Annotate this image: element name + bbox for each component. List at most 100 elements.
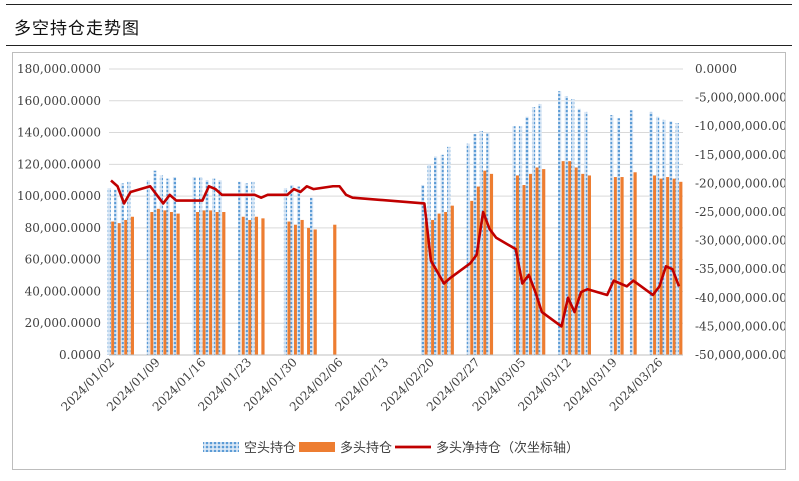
- left-axis-tick-label: 0.0000: [59, 348, 101, 362]
- long-position-bar: [568, 161, 572, 355]
- short-position-bar: [238, 181, 242, 355]
- short-position-bar: [675, 123, 679, 356]
- long-position-bar: [672, 178, 676, 355]
- short-position-bar: [662, 119, 666, 355]
- long-position-bar: [124, 219, 128, 355]
- long-position-bar: [215, 212, 219, 355]
- long-position-bar: [574, 167, 578, 355]
- long-position-bar: [163, 210, 167, 355]
- left-axis-tick-label: 120,000.0000: [17, 157, 101, 171]
- left-axis-tick-label: 20,000.0000: [25, 316, 101, 330]
- short-position-bar: [212, 178, 216, 355]
- long-position-bar: [424, 221, 428, 355]
- short-position-bar: [120, 183, 124, 355]
- right-axis-tick-label: -35,000,000.0000: [695, 262, 785, 276]
- long-position-bar: [476, 186, 481, 355]
- short-position-bar: [107, 188, 111, 355]
- short-position-bar: [146, 180, 150, 355]
- long-position-bar: [241, 216, 245, 355]
- short-position-bar: [656, 116, 660, 355]
- long-position-bar: [483, 170, 487, 355]
- long-position-bar: [470, 200, 474, 355]
- short-position-bar: [610, 115, 614, 355]
- short-position-bar: [538, 103, 542, 355]
- chart-container: 0.0000 20,000.0000 40,000.0000 60,000.0000 8…: [12, 52, 799, 470]
- short-position-bar: [558, 91, 562, 355]
- long-position-bar: [254, 216, 259, 355]
- long-position-bar: [176, 213, 180, 355]
- long-position-bar: [620, 177, 624, 355]
- short-position-bar: [114, 189, 118, 355]
- long-position-bar: [633, 172, 637, 355]
- long-position-bar: [196, 212, 200, 355]
- long-position-bar: [489, 173, 494, 355]
- long-position-bar: [653, 175, 657, 355]
- short-position-bar: [649, 111, 653, 356]
- long-position-bar: [679, 181, 683, 355]
- bar-series: [107, 91, 683, 356]
- right-axis-tick-label: -25,000,000.0000: [695, 205, 785, 219]
- long-position-bar: [535, 167, 539, 355]
- short-position-bar: [447, 146, 451, 355]
- short-position-bar: [166, 178, 170, 355]
- left-axis-tick-label: 60,000.0000: [25, 253, 101, 267]
- legend-swatch-long: [299, 442, 335, 452]
- short-position-bar: [159, 175, 164, 355]
- short-position-bar: [244, 183, 248, 355]
- long-position-bar: [222, 212, 226, 355]
- long-position-bar: [209, 210, 213, 355]
- long-position-bar: [450, 205, 454, 355]
- right-axis-tick-label: -5,000,000.0000: [695, 91, 785, 105]
- title-bar: 多空持仓走势图: [6, 4, 792, 46]
- short-position-bar: [669, 121, 673, 355]
- long-position-bar: [313, 229, 317, 355]
- short-position-bar: [531, 107, 536, 355]
- long-position-bar: [111, 221, 115, 355]
- long-position-bar: [542, 169, 546, 355]
- short-position-bar: [290, 184, 294, 355]
- right-axis-tick-label: 0.0000: [695, 62, 737, 76]
- long-position-bar: [287, 221, 291, 355]
- short-position-bar: [512, 126, 516, 355]
- right-axis-tick-label: -45,000,000.0000: [695, 319, 785, 333]
- long-position-bar: [117, 223, 121, 355]
- short-position-bar: [192, 177, 196, 355]
- short-position-bar: [577, 108, 581, 355]
- legend-label-net: 多头净持仓（次坐标轴）: [436, 440, 579, 456]
- short-position-bar: [199, 177, 203, 355]
- left-axis-tick-label: 180,000.0000: [17, 62, 101, 76]
- short-position-bar: [473, 134, 477, 355]
- right-axis-tick-label: -15,000,000.0000: [695, 148, 785, 162]
- short-position-bar: [205, 180, 209, 355]
- short-position-bar: [518, 126, 523, 355]
- short-position-bar: [296, 186, 301, 355]
- long-position-bar: [561, 161, 565, 355]
- long-position-bar: [613, 177, 618, 355]
- short-position-bar: [564, 96, 568, 355]
- short-position-bar: [127, 181, 131, 355]
- short-position-bar: [153, 170, 157, 355]
- long-position-bar: [659, 178, 663, 355]
- short-position-bar: [584, 111, 588, 356]
- long-position-bar: [294, 224, 298, 355]
- left-axis-tick-label: 100,000.0000: [17, 189, 101, 203]
- long-position-bar: [529, 173, 533, 355]
- short-position-bar: [486, 132, 490, 355]
- long-position-bar: [261, 218, 265, 355]
- long-position-bar: [431, 219, 435, 355]
- right-axis-tick-label: -30,000,000.0000: [695, 234, 785, 248]
- legend-swatch-short: [203, 442, 239, 452]
- left-axis-tick-label: 40,000.0000: [25, 284, 101, 298]
- short-position-bar: [616, 118, 621, 355]
- short-position-bar: [251, 181, 255, 355]
- left-y-axis: 0.0000 20,000.0000 40,000.0000 60,000.0000 8…: [17, 62, 101, 362]
- short-position-bar: [172, 177, 177, 355]
- short-position-bar: [420, 184, 425, 355]
- left-axis-tick-label: 160,000.0000: [17, 94, 101, 108]
- short-position-bar: [218, 180, 222, 355]
- x-axis: 2024/01/022024/01/092024/01/162024/01/23…: [58, 354, 683, 414]
- long-position-bar: [307, 227, 311, 355]
- long-position-bar: [156, 208, 161, 355]
- short-position-bar: [466, 143, 470, 355]
- position-trend-chart: 0.0000 20,000.0000 40,000.0000 60,000.0000 8…: [17, 62, 799, 456]
